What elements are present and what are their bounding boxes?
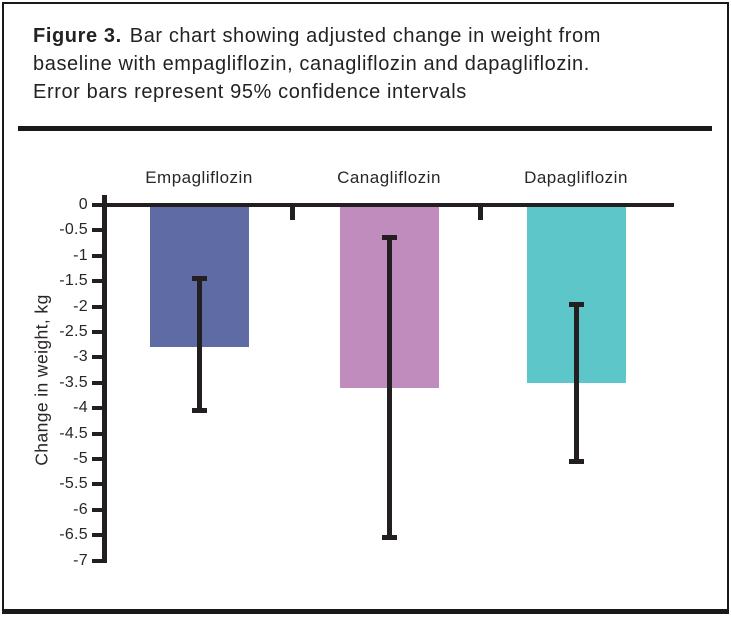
y-axis-tick-label: -7 — [73, 551, 88, 569]
error-bar-cap-bottom-empagliflozin — [191, 408, 207, 414]
y-axis-tick — [92, 380, 102, 385]
y-axis-tick — [92, 330, 102, 334]
y-axis-tick — [92, 431, 102, 436]
y-axis-tick-label: 0 — [78, 196, 88, 213]
y-axis-tick — [92, 355, 102, 360]
y-axis-tick — [92, 457, 102, 461]
error-bar-line-dapagliflozin — [573, 301, 579, 465]
category-label-canagliflozin: Canagliflozin — [337, 168, 441, 187]
figure-label: Figure 3. — [33, 25, 122, 47]
caption-divider-rule — [18, 126, 712, 131]
y-axis-tick-label: -3.5 — [59, 373, 88, 391]
caption-line-1: Figure 3. Bar chart showing adjusted chan… — [33, 22, 715, 50]
y-axis-line — [102, 195, 107, 563]
figure-caption: Figure 3. Bar chart showing adjusted chan… — [33, 22, 715, 106]
x-axis-separator-tick — [289, 205, 295, 220]
y-axis-tick — [92, 253, 102, 258]
error-bar-cap-top-empagliflozin — [191, 276, 207, 282]
error-bar-cap-bottom-canagliflozin — [381, 535, 397, 541]
error-bar-line-canagliflozin — [386, 235, 392, 541]
y-axis-tick-label: -0.5 — [59, 221, 88, 239]
y-axis-tick-label: -5.5 — [59, 475, 88, 493]
y-axis-tick — [92, 533, 102, 538]
y-axis-tick-label: -3 — [73, 348, 88, 366]
x-axis-line — [102, 203, 674, 207]
y-axis-tick — [92, 558, 102, 563]
x-axis-separator-tick — [477, 205, 483, 220]
y-axis-tick — [92, 482, 102, 487]
y-axis-tick — [92, 406, 102, 411]
error-bar-cap-top-canagliflozin — [381, 235, 397, 241]
y-axis-tick-label: -6 — [73, 500, 88, 518]
category-label-dapagliflozin: Dapagliflozin — [524, 168, 628, 187]
y-axis-tick — [92, 279, 102, 284]
caption-line-3: Error bars represent 95% confidence inte… — [33, 81, 467, 103]
y-axis-tick — [92, 304, 102, 309]
caption-line-2: baseline with empagliflozin, canaglifloz… — [33, 53, 590, 75]
caption-text-1: Bar chart showing adjusted change in wei… — [129, 25, 602, 47]
y-axis-tick-label: -2.5 — [59, 323, 88, 340]
y-axis-tick-label: -4.5 — [59, 424, 88, 442]
y-axis-tick-label: -2 — [73, 297, 88, 315]
y-axis-tick-label: -1 — [73, 246, 88, 264]
y-axis-tick — [92, 203, 102, 207]
error-bar-line-empagliflozin — [196, 276, 202, 414]
y-axis-tick — [92, 228, 102, 233]
y-axis-tick — [92, 507, 102, 512]
y-axis-tick-label: -6.5 — [59, 526, 88, 544]
y-axis-tick-label: -1.5 — [59, 272, 88, 290]
error-bar-cap-top-dapagliflozin — [568, 301, 584, 307]
y-axis-tick-label: -5 — [73, 450, 88, 467]
category-label-empagliflozin: Empagliflozin — [145, 168, 253, 187]
y-axis-tick-label: -4 — [73, 399, 88, 417]
error-bar-cap-bottom-dapagliflozin — [568, 459, 584, 465]
